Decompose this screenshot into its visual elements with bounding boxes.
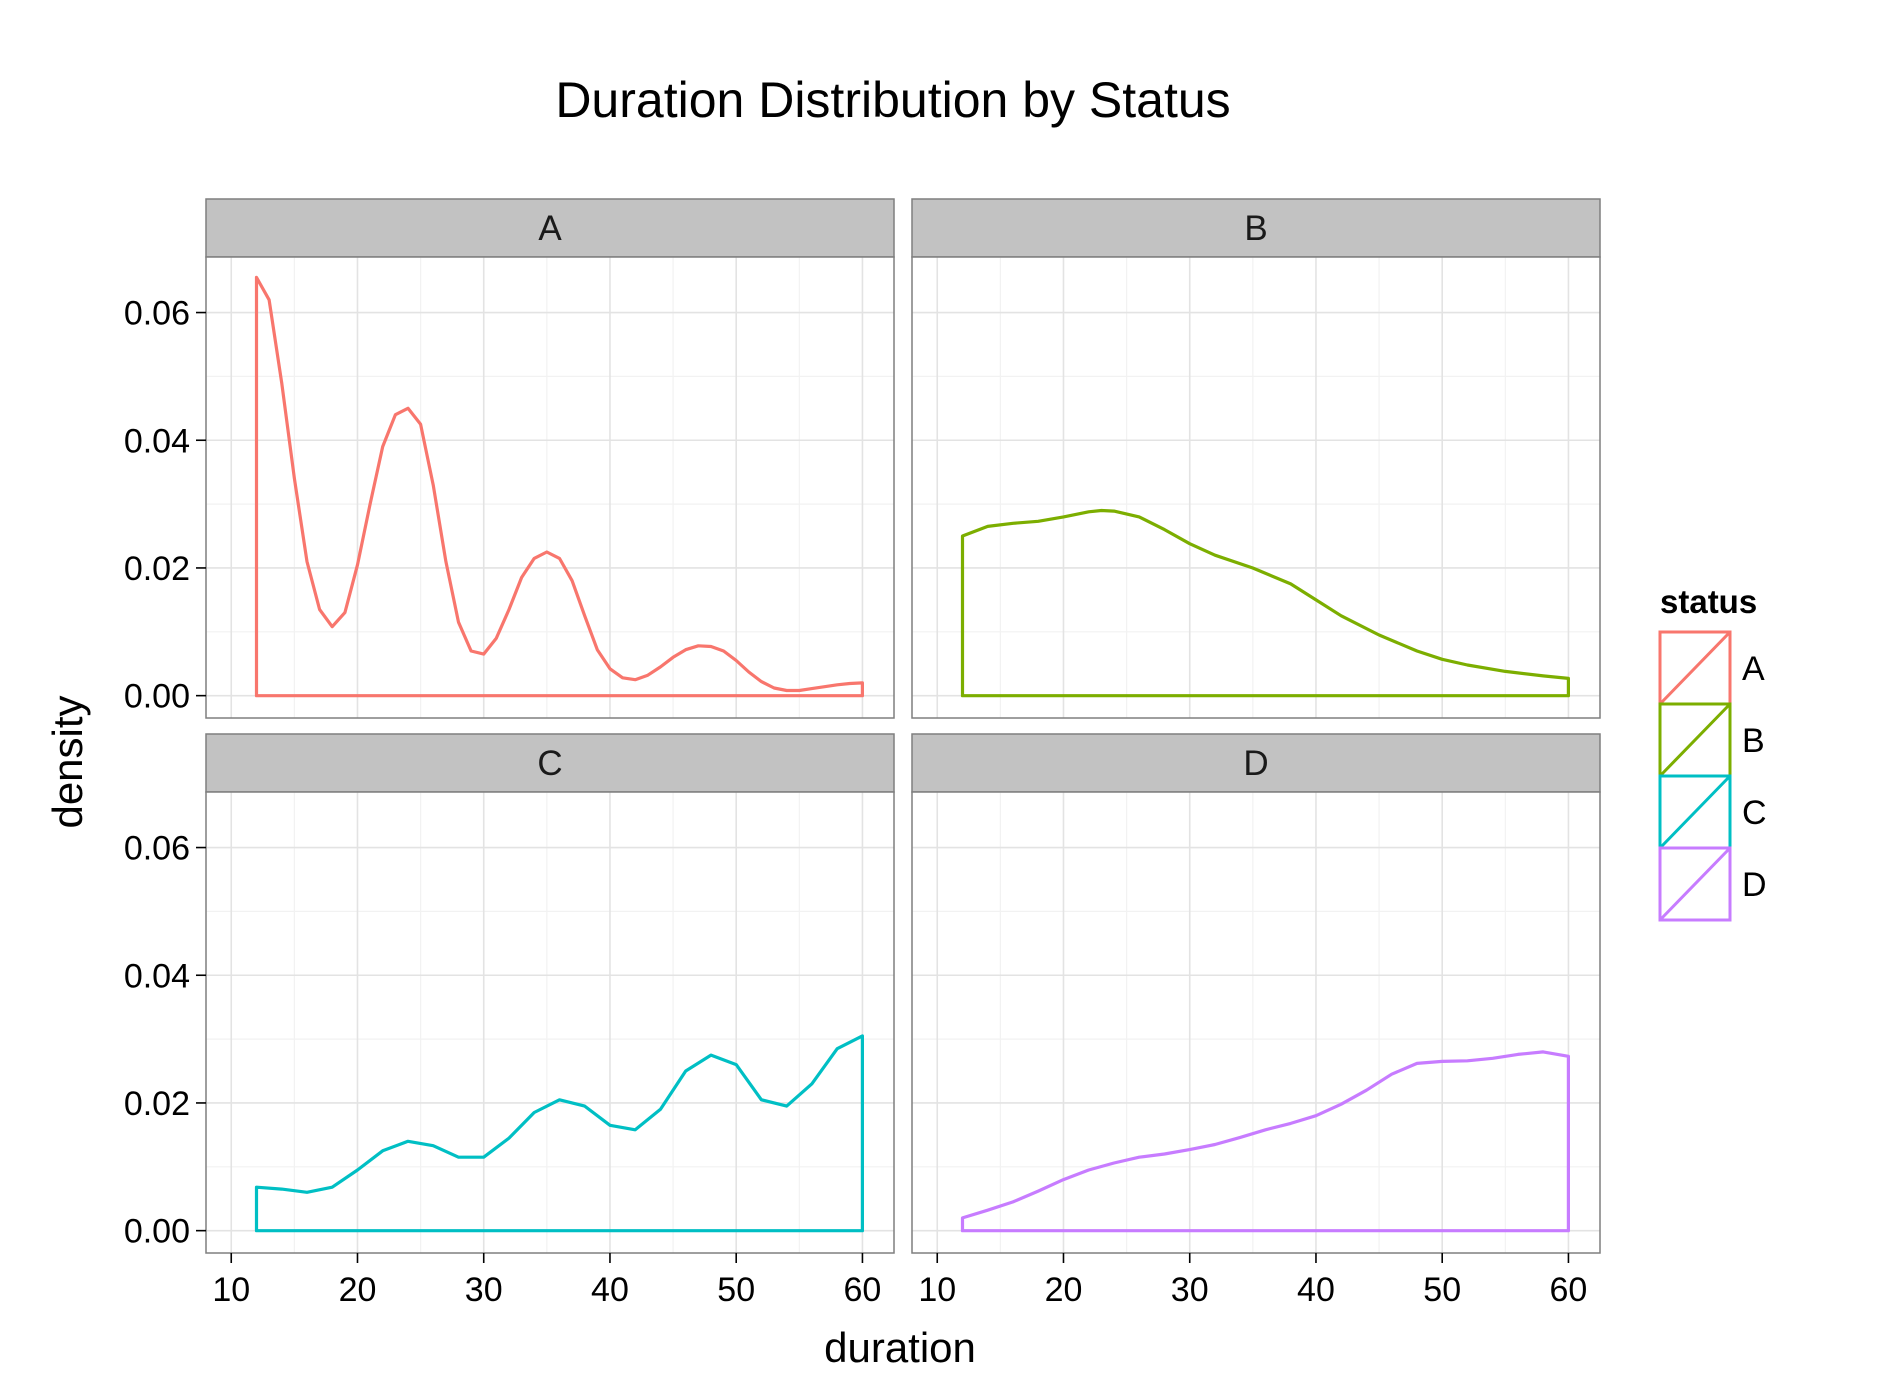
legend-title: status	[1660, 583, 1757, 620]
legend-key-diagonal	[1658, 630, 1732, 706]
legend-item-b: B	[1658, 702, 1765, 778]
panel-background	[912, 792, 1600, 1253]
y-tick-label: 0.06	[124, 295, 190, 333]
legend-item-c: C	[1658, 774, 1767, 850]
y-tick-label: 0.04	[124, 957, 190, 995]
facet-panel-c: C	[205, 733, 895, 1254]
y-tick-label: 0.02	[124, 1085, 190, 1123]
panel-background	[206, 257, 894, 718]
x-tick-label: 10	[212, 1271, 250, 1309]
legend-key-diagonal	[1658, 774, 1732, 850]
legend-item-a: A	[1658, 630, 1765, 706]
x-tick-label: 40	[1297, 1271, 1335, 1309]
facet-panels: A B C D	[205, 198, 1601, 1254]
y-tick-label: 0.06	[124, 830, 190, 868]
density-series-b	[960, 508, 1570, 698]
x-tick-label: 60	[844, 1271, 882, 1309]
density-series-a	[254, 275, 864, 698]
facet-strip	[911, 733, 1601, 793]
facet-panel-d: D	[911, 733, 1601, 1254]
legend-label: B	[1742, 722, 1765, 760]
facet-strip-label: B	[1244, 209, 1267, 248]
y-tick-label: 0.04	[124, 422, 190, 460]
x-tick-label: 20	[339, 1271, 377, 1309]
y-axis-title: density	[44, 695, 91, 828]
panel-border	[205, 256, 895, 719]
x-axis-title: duration	[824, 1324, 976, 1371]
x-tick-label: 20	[1045, 1271, 1083, 1309]
facet-strip-label: A	[538, 209, 562, 248]
x-tick-label: 10	[918, 1271, 956, 1309]
x-tick-label: 60	[1550, 1271, 1588, 1309]
facet-strip-label: C	[537, 744, 562, 783]
legend-key-diagonal	[1658, 846, 1732, 922]
x-tick-label: 50	[1423, 1271, 1461, 1309]
axes: 0.00 0.02 0.04 0.06 0.00 0.02 0.04 0.06 10 20 30 40…	[124, 295, 1588, 1309]
legend-label: D	[1742, 866, 1767, 904]
legend-key-diagonal	[1658, 702, 1732, 778]
legend-item-d: D	[1658, 846, 1767, 922]
panel-border	[911, 256, 1601, 719]
x-tick-label: 50	[717, 1271, 755, 1309]
x-tick-label: 30	[1171, 1271, 1209, 1309]
facet-panel-a: A	[205, 198, 895, 719]
legend-label: C	[1742, 794, 1767, 832]
panel-border	[205, 791, 895, 1254]
x-tick-label: 40	[591, 1271, 629, 1309]
panel-background	[912, 257, 1600, 718]
facet-strip	[205, 733, 895, 793]
facet-panel-b: B	[911, 198, 1601, 719]
density-series-d	[960, 1050, 1570, 1233]
chart-title: Duration Distribution by Status	[555, 72, 1230, 128]
facet-strip-label: D	[1243, 744, 1268, 783]
panel-border	[911, 791, 1601, 1254]
x-tick-label: 30	[465, 1271, 503, 1309]
legend-label: A	[1742, 650, 1765, 688]
density-series-c	[254, 1034, 864, 1233]
facet-strip	[205, 198, 895, 258]
y-tick-label: 0.00	[124, 678, 190, 716]
y-tick-label: 0.02	[124, 550, 190, 588]
y-tick-label: 0.00	[124, 1213, 190, 1251]
panel-background	[206, 792, 894, 1253]
